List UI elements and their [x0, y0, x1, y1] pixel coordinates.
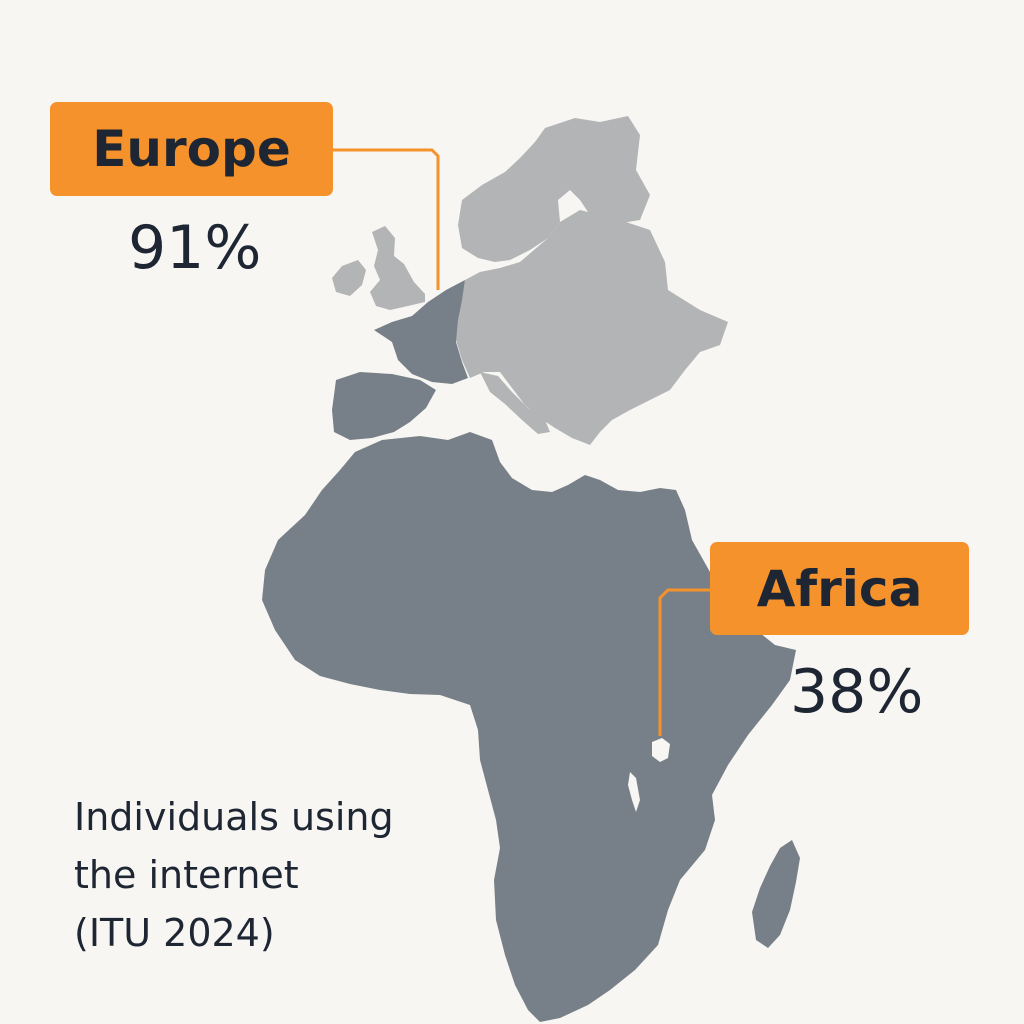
africa-label: Africa	[710, 542, 969, 635]
region-madagascar	[752, 840, 800, 948]
region-ireland	[332, 260, 366, 296]
europe-label: Europe	[50, 102, 333, 196]
caption-line-3: (ITU 2024)	[74, 911, 275, 955]
africa-leader-line	[658, 588, 710, 736]
africa-value: 38%	[790, 657, 924, 727]
europe-value: 91%	[128, 213, 262, 283]
region-africa	[262, 432, 796, 1022]
region-great-britain	[370, 226, 425, 310]
europe-leader-line	[333, 148, 440, 290]
africa-label-text: Africa	[756, 559, 923, 618]
region-scandinavia	[458, 116, 650, 262]
region-france	[374, 280, 468, 384]
caption-line-1: Individuals using	[74, 795, 394, 839]
region-italy	[480, 372, 550, 434]
caption-line-2: the internet	[74, 853, 299, 897]
europe-label-text: Europe	[92, 120, 291, 178]
lake-tanganyika	[628, 772, 640, 812]
region-europe-mainland	[456, 210, 728, 445]
lake-victoria	[652, 738, 670, 762]
region-iberia	[332, 372, 436, 440]
caption: Individuals using the internet (ITU 2024…	[74, 788, 454, 962]
